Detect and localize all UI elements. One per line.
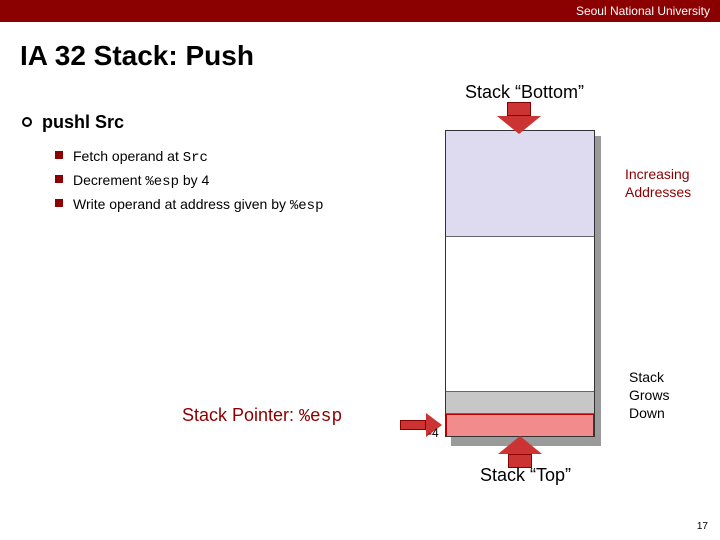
- stack-pointer-label: Stack Pointer: %esp: [182, 405, 342, 427]
- header-bar: Seoul National University: [0, 0, 720, 22]
- inc-l1: Increasing: [625, 166, 690, 182]
- stack-top-label: Stack “Top”: [480, 465, 571, 486]
- bullet-square-icon: [55, 199, 63, 207]
- sb3-pre: Write operand at address given by: [73, 196, 290, 212]
- sb1-code: Src: [183, 150, 208, 166]
- sb2-code: %esp: [145, 174, 179, 190]
- sb2-post: by 4: [179, 172, 209, 188]
- university-name: Seoul National University: [576, 4, 710, 18]
- stack-cell-old-top: [446, 392, 594, 414]
- main-bullet: pushl Src: [22, 112, 124, 133]
- grows-l2: Grows: [629, 387, 669, 403]
- sub-bullet-list: Fetch operand at Src Decrement %esp by 4…: [55, 145, 323, 217]
- slide-title: IA 32 Stack: Push: [0, 22, 720, 72]
- bullet-circle-icon: [22, 117, 32, 127]
- sp-pre: Stack Pointer:: [182, 405, 299, 425]
- stack-cell-middle-region: [446, 237, 594, 392]
- sp-code: %esp: [299, 407, 342, 427]
- page-number: 17: [697, 521, 708, 532]
- bullet-square-icon: [55, 151, 63, 159]
- increasing-addresses-label: Increasing Addresses: [625, 165, 691, 201]
- stack-grows-down-label: Stack Grows Down: [629, 368, 669, 422]
- sb3-code: %esp: [290, 198, 324, 214]
- stack-cell-pushed-value: [446, 414, 594, 436]
- bullet-square-icon: [55, 175, 63, 183]
- minus-four-label: -4: [428, 426, 439, 440]
- grows-l3: Down: [629, 405, 665, 421]
- grows-l1: Stack: [629, 369, 664, 385]
- arrow-down-icon: [497, 102, 541, 134]
- stack-body: [445, 130, 595, 437]
- sub-bullet-3: Write operand at address given by %esp: [55, 193, 323, 217]
- sub-bullet-1: Fetch operand at Src: [55, 145, 323, 169]
- sb2-pre: Decrement: [73, 172, 145, 188]
- stack-bottom-label: Stack “Bottom”: [465, 82, 584, 103]
- sub-bullet-2: Decrement %esp by 4: [55, 169, 323, 193]
- main-bullet-text: pushl Src: [42, 112, 124, 132]
- stack-cell-bottom-region: [446, 131, 594, 237]
- inc-l2: Addresses: [625, 184, 691, 200]
- arrow-up-icon: [498, 436, 542, 468]
- sb1-pre: Fetch operand at: [73, 148, 183, 164]
